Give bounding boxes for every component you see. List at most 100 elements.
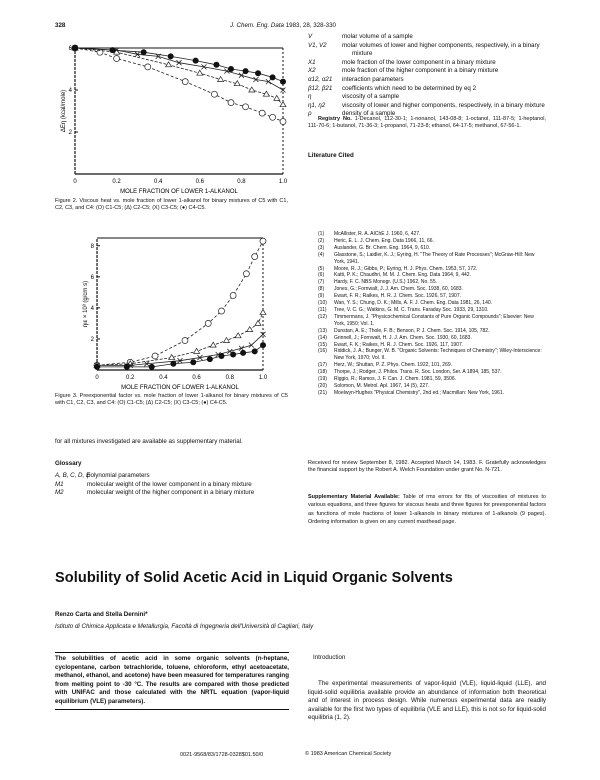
nomenclature-item: X1 mole fraction of the lower component i…: [308, 59, 546, 68]
reference-item: (10) Wan, Y. S.; Chung, D. K.; Mills, A. …: [318, 300, 546, 307]
data-point-filled: [240, 349, 247, 356]
data-point-filled: [213, 61, 220, 68]
reference-number: (20): [318, 382, 327, 389]
data-point-circle: [242, 103, 249, 111]
data-point-triangle: [216, 75, 225, 82]
x-tick-label: 0: [73, 179, 77, 185]
nomenclature-symbol: η1, η2: [308, 101, 326, 109]
reference-number: (19): [318, 376, 327, 383]
data-point-cross: [253, 76, 259, 83]
reference-number: (12): [318, 313, 327, 320]
series-line: [74, 47, 284, 82]
x-tick-label: 0.8: [237, 179, 246, 185]
data-point-cross: [176, 59, 182, 66]
data-point-triangle: [234, 332, 242, 339]
reference-text: Ewart, F. K.; Raikes, H. R. J. Chem. Soc…: [334, 341, 464, 348]
nomenclature-item: α12, α21 interaction parameters: [308, 76, 546, 85]
reference-text: Herz, W.; Shuttan, P. Z. Phys. Chem. 192…: [334, 362, 453, 369]
nomenclature-symbol: V1, V2: [308, 41, 327, 49]
data-point-filled: [242, 68, 249, 75]
registry-numbers: Registry No. 1-Decanol, 112-30-1; 1-nona…: [308, 116, 546, 130]
reference-list: (1) McAllister, R. A. AIChE J. 1960, 6, 4…: [318, 231, 546, 397]
data-point-filled: [123, 363, 130, 370]
nomenclature-definition: mole fraction of the higher component in…: [342, 67, 499, 75]
glossary-symbol: A, B, C, D, E: [55, 472, 91, 479]
glossary-item: M1 molecular weight of the lower componen…: [55, 481, 288, 490]
nomenclature-item: V1, V2 molar volumes of lower and higher …: [308, 42, 546, 59]
reference-number: (8): [318, 286, 325, 293]
reference-item: (11) Tree, V. C. G.; Watkins, G. M. C. Tr…: [318, 307, 546, 314]
data-point-circle: [113, 55, 120, 62]
data-point-circle: [218, 307, 225, 315]
nomenclature-definition: density of a sample: [342, 110, 396, 118]
reference-item: (5) Moore, R. J.; Gibbs, P.; Eyring, H. J…: [318, 266, 546, 273]
reference-item: (20) Solomon, M. Metrol. Apl. 1967, 14 (5…: [318, 383, 546, 390]
data-point-cross: [177, 357, 183, 364]
reference-number: (10): [318, 300, 327, 307]
continuation-text: for all mixtures investigated are availa…: [55, 438, 243, 445]
reference-text: Dunstan, A. E.; Thole, F. B.; Benson, P.…: [334, 327, 490, 334]
reference-item: (9) Ewart, F. R.; Raikes, H. R. J. Chem. …: [318, 293, 546, 300]
data-point-triangle: [164, 61, 173, 68]
data-point-circle: [204, 320, 212, 327]
reference-item: (2) Heric, E. L. J. Chem. Eng. Data 1966,…: [318, 238, 546, 245]
data-point-cross: [238, 72, 245, 79]
glossary-definition: molecular weight of the lower component …: [87, 480, 252, 488]
reference-item: (7) Hardy, F. C. NBS Monogr. (U.S.) 1962,…: [318, 279, 546, 286]
data-point-cross: [201, 64, 207, 70]
data-point-triangle: [248, 86, 256, 93]
nomenclature-item: ρ density of a sample: [308, 110, 546, 119]
y-axis-label: ΔEη (kcal/mole): [61, 90, 67, 132]
y-tick-label: 2: [69, 130, 73, 136]
nomenclature-definition: molar volume of a sample: [342, 33, 413, 40]
data-point-cross: [248, 342, 255, 348]
reference-number: (18): [318, 369, 327, 376]
data-point-cross: [134, 51, 141, 58]
reference-number: (3): [318, 244, 325, 251]
nomenclature-definition: interaction parameters: [342, 75, 404, 83]
nomenclature-symbol: V: [308, 33, 313, 40]
x-axis-label: MOLE FRACTION OF LOWER 1-ALKANOL: [121, 385, 239, 390]
reference-text: Thorpe, J.; Rodger, J. Philos. Trans. R.…: [334, 369, 502, 376]
figure-2-chart: 0 0.2 0.4 0.6 0.8 1.0 2 4 6 MOLE FRACTION OF LOWE…: [61, 44, 288, 195]
data-point-cross: [197, 354, 203, 361]
reference-text: Glasstone, S.; Laidler, K. J.; Eyring, H…: [334, 251, 535, 265]
data-point-filled: [140, 49, 147, 56]
data-point-filled: [260, 342, 266, 349]
x-tick-label: 0.8: [226, 375, 235, 381]
reference-number: (1): [318, 231, 325, 237]
data-point-filled: [228, 66, 234, 72]
figure-3-chart: 0 0.2 0.4 0.6 0.8 1.0 2 4 6 8 MOLE FRACTION OF LOW…: [83, 237, 268, 390]
x-tick-label: 1.0: [259, 375, 268, 381]
data-point-triangle: [279, 101, 287, 108]
reference-text: Hardy, F. C. NBS Monogr. (U.S.) 1962, No…: [334, 279, 438, 286]
y-tick-label: 4: [91, 306, 95, 312]
reference-item: (4) Glasstone, S.; Laidler, K. J.; Eyring…: [318, 252, 546, 266]
data-point-filled: [255, 70, 262, 77]
data-point-circle: [211, 90, 218, 98]
reference-number: (14): [318, 334, 327, 341]
data-point-filled: [109, 47, 116, 54]
data-point-circle: [227, 99, 235, 106]
reference-number: (11): [318, 306, 327, 313]
nomenclature-definition: viscosity of a sample: [342, 93, 400, 101]
data-point-triangle: [168, 353, 176, 360]
nomenclature-item: η viscosity of a sample: [308, 93, 546, 102]
data-point-triangle: [254, 319, 262, 326]
glossary-symbol: M2: [55, 489, 64, 497]
reference-text: Auslander, G. Br. Chem. Eng. 1964, 9, 61…: [334, 244, 431, 251]
data-point-cross: [265, 78, 272, 85]
reference-number: (21): [318, 389, 327, 396]
data-point-circle: [279, 118, 287, 125]
y-tick-label: 8: [91, 244, 95, 250]
reference-text: Ewart, F. R.; Raikes, H. R. J. Chem. Soc…: [334, 293, 461, 300]
nomenclature-symbol: X2: [308, 67, 316, 75]
data-point-filled: [206, 356, 213, 363]
data-point-triangle: [233, 80, 241, 87]
journal-year-volume: 1983, 28, 328-330: [285, 22, 336, 29]
data-point-filled: [230, 351, 237, 358]
supplementary-material: Supplementary Material Available: Table …: [308, 493, 546, 527]
data-point-filled: [170, 360, 177, 367]
glossary-heading: Glossary: [55, 460, 82, 467]
